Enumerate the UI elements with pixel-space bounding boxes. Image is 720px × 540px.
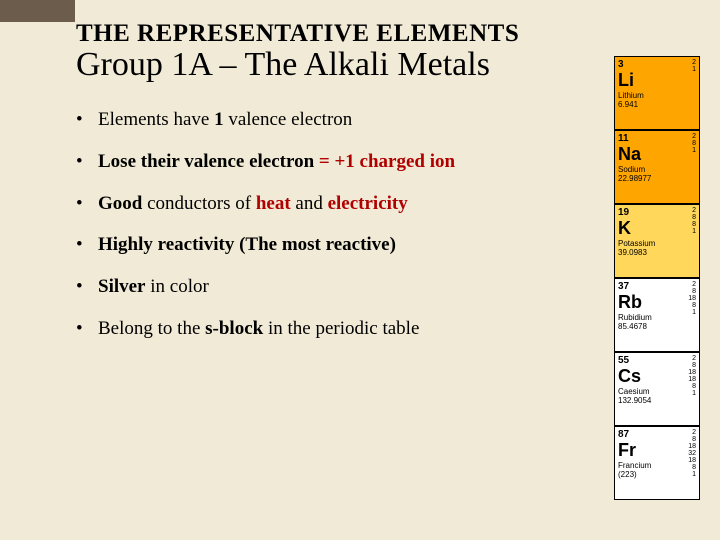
bullet-text: in color <box>146 276 209 297</box>
pt-mass: 6.941 <box>618 100 696 109</box>
pt-electron-config: 2 8 1 <box>692 133 696 154</box>
bullet-text: valence electron <box>224 109 353 130</box>
bullet-text: Good <box>98 193 142 214</box>
bullet-text: in the periodic table <box>263 318 419 339</box>
bullet-text: s-block <box>205 318 263 339</box>
pt-electron-config: 2 1 <box>692 59 696 73</box>
pt-symbol: K <box>618 219 696 237</box>
pt-name: Francium <box>618 461 696 470</box>
pt-mass: (223) <box>618 470 696 479</box>
pt-cell-li: 3Li Lithium6.941 2 1 <box>614 56 700 130</box>
bullet-text: conductors of <box>142 193 255 214</box>
pt-atomic-number: 55 <box>618 355 696 366</box>
pt-symbol: Cs <box>618 367 696 385</box>
pt-atomic-number: 37 <box>618 281 696 292</box>
bullet-text: Elements have <box>98 109 214 130</box>
pt-mass: 132.9054 <box>618 396 696 405</box>
bullet-text: Highly reactivity (The most reactive) <box>98 234 396 255</box>
bullet-item: Belong to the s-block in the periodic ta… <box>76 317 610 341</box>
slide: THE REPRESENTATIVE ELEMENTS Group 1A – T… <box>0 0 720 540</box>
pt-cell-k: 19K Potassium39.0983 2 8 8 1 <box>614 204 700 278</box>
bullet-text: electricity <box>328 193 408 214</box>
pt-symbol: Rb <box>618 293 696 311</box>
pt-name: Caesium <box>618 387 696 396</box>
pt-atomic-number: 87 <box>618 429 696 440</box>
bullet-item: Good conductors of heat and electricity <box>76 192 610 216</box>
bullet-text: = +1 charged ion <box>319 151 455 172</box>
pt-cell-rb: 37Rb Rubidium85.4678 2 8 18 8 1 <box>614 278 700 352</box>
pt-cell-fr: 87Fr Francium(223)2 8 18 32 18 8 1 <box>614 426 700 500</box>
pt-cell-na: 11Na Sodium22.98977 2 8 1 <box>614 130 700 204</box>
bullet-text: Silver <box>98 276 146 297</box>
pt-symbol: Fr <box>618 441 696 459</box>
pt-symbol: Na <box>618 145 696 163</box>
bullet-text: their valence electron <box>136 151 319 172</box>
bullet-list: Elements have 1 valence electron Lose the… <box>76 108 700 341</box>
bullet-item: Silver in color <box>76 275 610 299</box>
bullet-item: Elements have 1 valence electron <box>76 108 610 132</box>
pt-name: Sodium <box>618 165 696 174</box>
pt-electron-config: 2 8 18 32 18 8 1 <box>688 429 696 478</box>
periodic-table-strip: 3Li Lithium6.941 2 1 11Na Sodium22.98977 2 8 … <box>614 56 700 500</box>
pt-mass: 39.0983 <box>618 248 696 257</box>
bullet-item: Highly reactivity (The most reactive) <box>76 233 610 257</box>
bullet-text: and <box>291 193 328 214</box>
pt-atomic-number: 11 <box>618 133 696 144</box>
pt-atomic-number: 3 <box>618 59 696 70</box>
pt-name: Lithium <box>618 91 696 100</box>
bullet-text: heat <box>256 193 291 214</box>
bullet-text: Belong to the <box>98 318 205 339</box>
pt-electron-config: 2 8 18 18 8 1 <box>688 355 696 397</box>
supertitle: THE REPRESENTATIVE ELEMENTS <box>76 20 700 48</box>
bullet-item: Lose their valence electron = +1 charged… <box>76 150 610 174</box>
pt-electron-config: 2 8 18 8 1 <box>688 281 696 316</box>
pt-mass: 22.98977 <box>618 174 696 183</box>
bullet-text: Lose <box>98 151 136 172</box>
pt-electron-config: 2 8 8 1 <box>692 207 696 235</box>
pt-atomic-number: 19 <box>618 207 696 218</box>
pt-name: Potassium <box>618 239 696 248</box>
pt-cell-cs: 55Cs Caesium132.90542 8 18 18 8 1 <box>614 352 700 426</box>
pt-symbol: Li <box>618 71 696 89</box>
bullet-text: 1 <box>214 109 224 130</box>
pt-name: Rubidium <box>618 313 696 322</box>
pt-mass: 85.4678 <box>618 322 696 331</box>
title: Group 1A – The Alkali Metals <box>76 46 700 84</box>
